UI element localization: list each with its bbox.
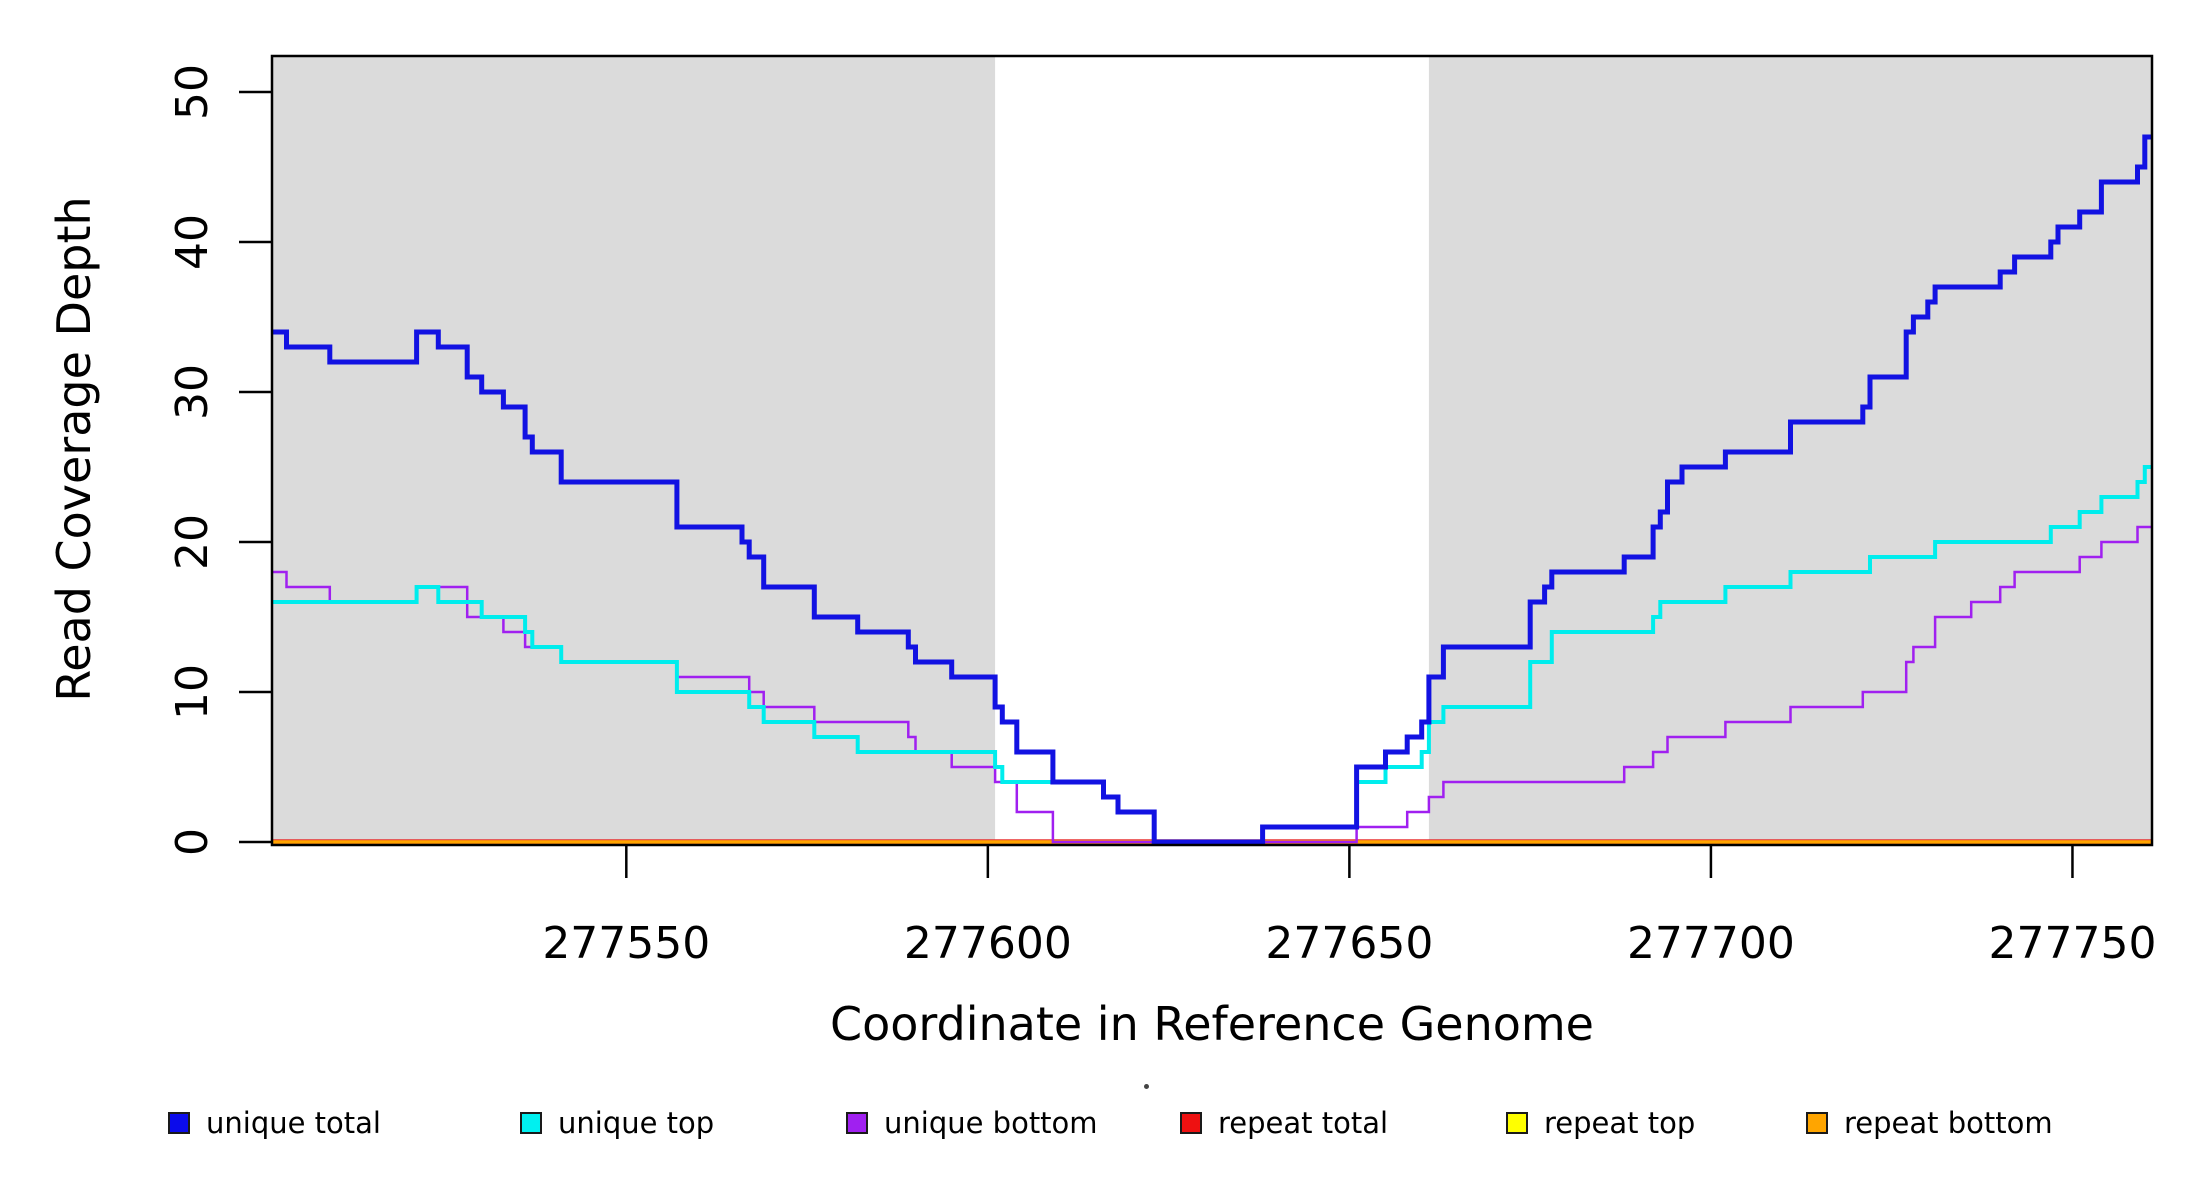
plot-border <box>270 54 2154 847</box>
legend-item-repeat-total: repeat total <box>1180 1102 1388 1144</box>
legend-label: unique total <box>206 1106 381 1140</box>
legend-item-unique-bottom: unique bottom <box>846 1102 1098 1144</box>
legend-item-unique-top: unique top <box>520 1102 714 1144</box>
shaded-region-0 <box>272 57 996 844</box>
stray-dot-artifact <box>1144 1084 1149 1089</box>
x-tick-label: 277700 <box>1627 918 1795 969</box>
legend-label: unique top <box>558 1106 715 1140</box>
y-tick-label: 50 <box>167 64 218 120</box>
y-tick-label: 0 <box>167 828 218 856</box>
x-tick-label: 277600 <box>904 918 1072 969</box>
legend-swatch-unique-top <box>520 1112 542 1134</box>
legend-swatch-repeat-top <box>1506 1112 1528 1134</box>
legend: unique total unique top unique bottom repea… <box>0 1102 2200 1152</box>
legend-swatch-repeat-total <box>1180 1112 1202 1134</box>
legend-item-repeat-top: repeat top <box>1506 1102 1695 1144</box>
legend-swatch-repeat-bottom <box>1806 1112 1828 1134</box>
x-tick-label: 277550 <box>542 918 710 969</box>
axis-ticks <box>239 90 2074 878</box>
legend-item-repeat-bottom: repeat bottom <box>1806 1102 2053 1144</box>
legend-label: repeat total <box>1218 1106 1389 1140</box>
legend-item-unique-total: unique total <box>168 1102 381 1144</box>
y-tick-label: 30 <box>167 364 218 420</box>
y-tick-label: 10 <box>167 664 218 720</box>
legend-label: repeat bottom <box>1844 1106 2053 1140</box>
legend-swatch-unique-bottom <box>846 1112 868 1134</box>
axis-tick-labels: 277550 277600 277650 277700 277750 0 10 20 30 40 5… <box>167 64 2156 969</box>
series-unique-total <box>272 134 2152 845</box>
x-tick-label: 277650 <box>1265 918 1433 969</box>
legend-label: repeat top <box>1544 1106 1696 1140</box>
series-lines <box>272 134 2152 845</box>
x-tick-label: 277750 <box>1988 918 2156 969</box>
y-tick-label: 40 <box>167 214 218 270</box>
x-axis-title: Coordinate in Reference Genome <box>830 997 1594 1051</box>
legend-swatch-unique-total <box>168 1112 190 1134</box>
legend-label: unique bottom <box>884 1106 1098 1140</box>
y-axis-title: Read Coverage Depth <box>47 196 101 701</box>
y-tick-label: 20 <box>167 514 218 570</box>
